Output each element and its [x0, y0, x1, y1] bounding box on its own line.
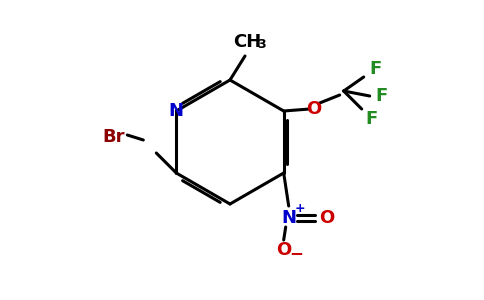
Text: O: O: [276, 241, 291, 259]
Text: F: F: [376, 87, 388, 105]
Text: F: F: [365, 110, 378, 128]
Text: +: +: [294, 202, 305, 215]
Text: N: N: [169, 102, 184, 120]
Text: Br: Br: [102, 128, 124, 146]
Text: −: −: [289, 244, 302, 262]
Text: O: O: [319, 209, 334, 227]
Text: F: F: [370, 60, 382, 78]
Text: N: N: [281, 209, 296, 227]
Text: CH: CH: [233, 33, 261, 51]
Text: O: O: [306, 100, 321, 118]
Text: 3: 3: [257, 38, 265, 52]
